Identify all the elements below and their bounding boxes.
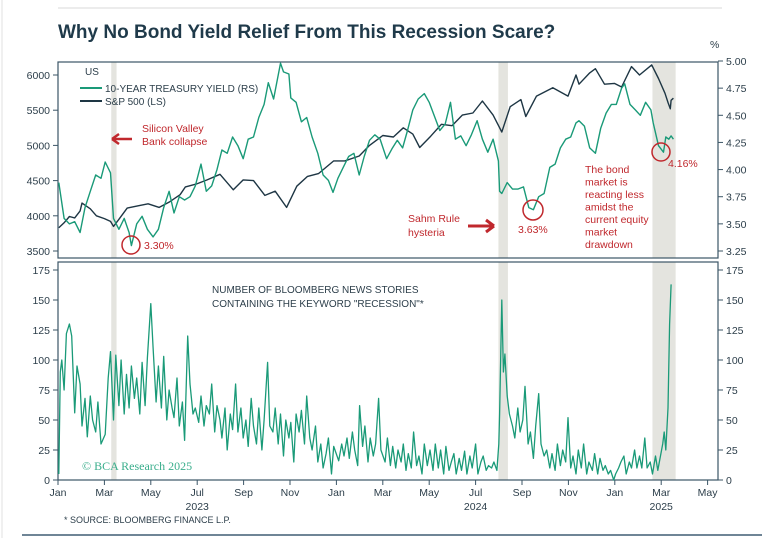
low-2023-label: 3.30%: [144, 240, 174, 252]
x-tick-label: May: [141, 487, 162, 499]
shaded-period-bottom: [652, 262, 676, 480]
news-left-tick-label: 50: [38, 415, 50, 427]
bond-note-line: market is: [585, 177, 628, 189]
shaded-period-bottom: [111, 262, 117, 480]
shaded-period-top: [498, 62, 508, 258]
year-label: 2024: [464, 501, 488, 513]
news-right-tick-label: 100: [726, 355, 744, 367]
source-note: * SOURCE: BLOOMBERG FINANCE L.P.: [64, 515, 231, 525]
news-left-tick-label: 100: [32, 355, 50, 367]
x-tick-label: Sep: [234, 487, 253, 499]
news-left-tick-label: 175: [32, 265, 50, 277]
low-2025-label: 4.16%: [668, 158, 698, 170]
left-tick-label: 6000: [27, 70, 51, 82]
right-tick-label: 5.00: [726, 56, 747, 68]
shaded-period-top: [111, 62, 117, 258]
x-tick-label: Sep: [513, 487, 532, 499]
news-left-tick-label: 75: [38, 385, 50, 397]
bond-note-line: drawdown: [585, 239, 633, 251]
x-tick-label: May: [698, 487, 719, 499]
bond-note-line: The bond: [585, 164, 630, 176]
x-tick-label: Jan: [606, 487, 623, 499]
sp500-line: [58, 64, 674, 229]
right-tick-label: 3.75: [726, 192, 747, 204]
news-right-tick-label: 0: [726, 475, 732, 487]
low-2024-label: 3.63%: [518, 224, 548, 236]
legend-sp500: S&P 500 (LS): [105, 97, 166, 108]
news-right-tick-label: 175: [726, 265, 744, 277]
news-right-tick-label: 150: [726, 295, 744, 307]
region-label: US: [85, 67, 99, 78]
top-panel-frame: [57, 61, 719, 259]
right-tick-label: 4.25: [726, 137, 747, 149]
bond-note-line: amidst the: [585, 202, 634, 214]
right-tick-label: 3.50: [726, 219, 747, 231]
svb-label-line1: Silicon Valley: [142, 123, 204, 135]
x-tick-label: Mar: [652, 487, 671, 499]
left-tick-label: 4500: [27, 176, 51, 188]
chart-title: Why No Bond Yield Relief From This Reces…: [58, 22, 555, 43]
sahm-arrow-icon: [468, 218, 495, 234]
x-tick-label: Jul: [190, 487, 203, 499]
left-tick-label: 5500: [27, 105, 51, 117]
news-left-tick-label: 125: [32, 325, 50, 337]
x-tick-label: Mar: [374, 487, 393, 499]
treasury-yield-line: [58, 62, 674, 247]
recession-news-line: [58, 284, 672, 481]
x-tick-label: Mar: [95, 487, 114, 499]
right-tick-label: 4.50: [726, 110, 747, 122]
x-tick-label: Jul: [469, 487, 482, 499]
bond-note-line: current equity: [585, 214, 649, 226]
low-2023-circle: [121, 235, 141, 255]
sahm-label-line1: Sahm Rule: [408, 213, 460, 225]
news-left-tick-label: 25: [38, 445, 50, 457]
news-left-tick-label: 0: [44, 475, 50, 487]
svb-label-line2: Bank collapse: [142, 136, 208, 148]
news-right-tick-label: 50: [726, 415, 738, 427]
year-label: 2025: [650, 501, 674, 513]
right-tick-label: 4.75: [726, 83, 747, 95]
x-tick-label: Nov: [559, 487, 578, 499]
left-tick-label: 5000: [27, 140, 51, 152]
low-2024-circle: [522, 199, 544, 221]
news-right-tick-label: 25: [726, 445, 738, 457]
right-tick-label: 4.00: [726, 165, 747, 177]
news-title-line2: CONTAINING THE KEYWORD "RECESSION"*: [212, 299, 424, 310]
x-tick-label: Nov: [281, 487, 300, 499]
left-tick-label: 4000: [27, 211, 51, 223]
svb-arrow-icon: [111, 132, 132, 146]
bond-note-line: market: [585, 227, 617, 239]
bottom-panel-frame: [57, 261, 719, 481]
x-tick-label: Jan: [328, 487, 345, 499]
right-unit-label: %: [710, 39, 719, 51]
watermark: © BCA Research 2025: [82, 459, 192, 473]
x-tick-label: Jan: [50, 487, 67, 499]
low-2025-circle: [651, 142, 671, 162]
news-left-tick-label: 150: [32, 295, 50, 307]
bond-note-line: reacting less: [585, 189, 644, 201]
sahm-label-line2: hysteria: [408, 227, 445, 239]
legend-yield: 10-YEAR TREASURY YIELD (RS): [105, 84, 258, 95]
news-title-line1: NUMBER OF BLOOMBERG NEWS STORIES: [212, 285, 419, 296]
news-right-tick-label: 75: [726, 385, 738, 397]
left-tick-label: 3500: [27, 246, 51, 258]
year-label: 2023: [186, 501, 210, 513]
x-tick-label: May: [419, 487, 440, 499]
news-right-tick-label: 125: [726, 325, 744, 337]
right-tick-label: 3.25: [726, 246, 747, 258]
